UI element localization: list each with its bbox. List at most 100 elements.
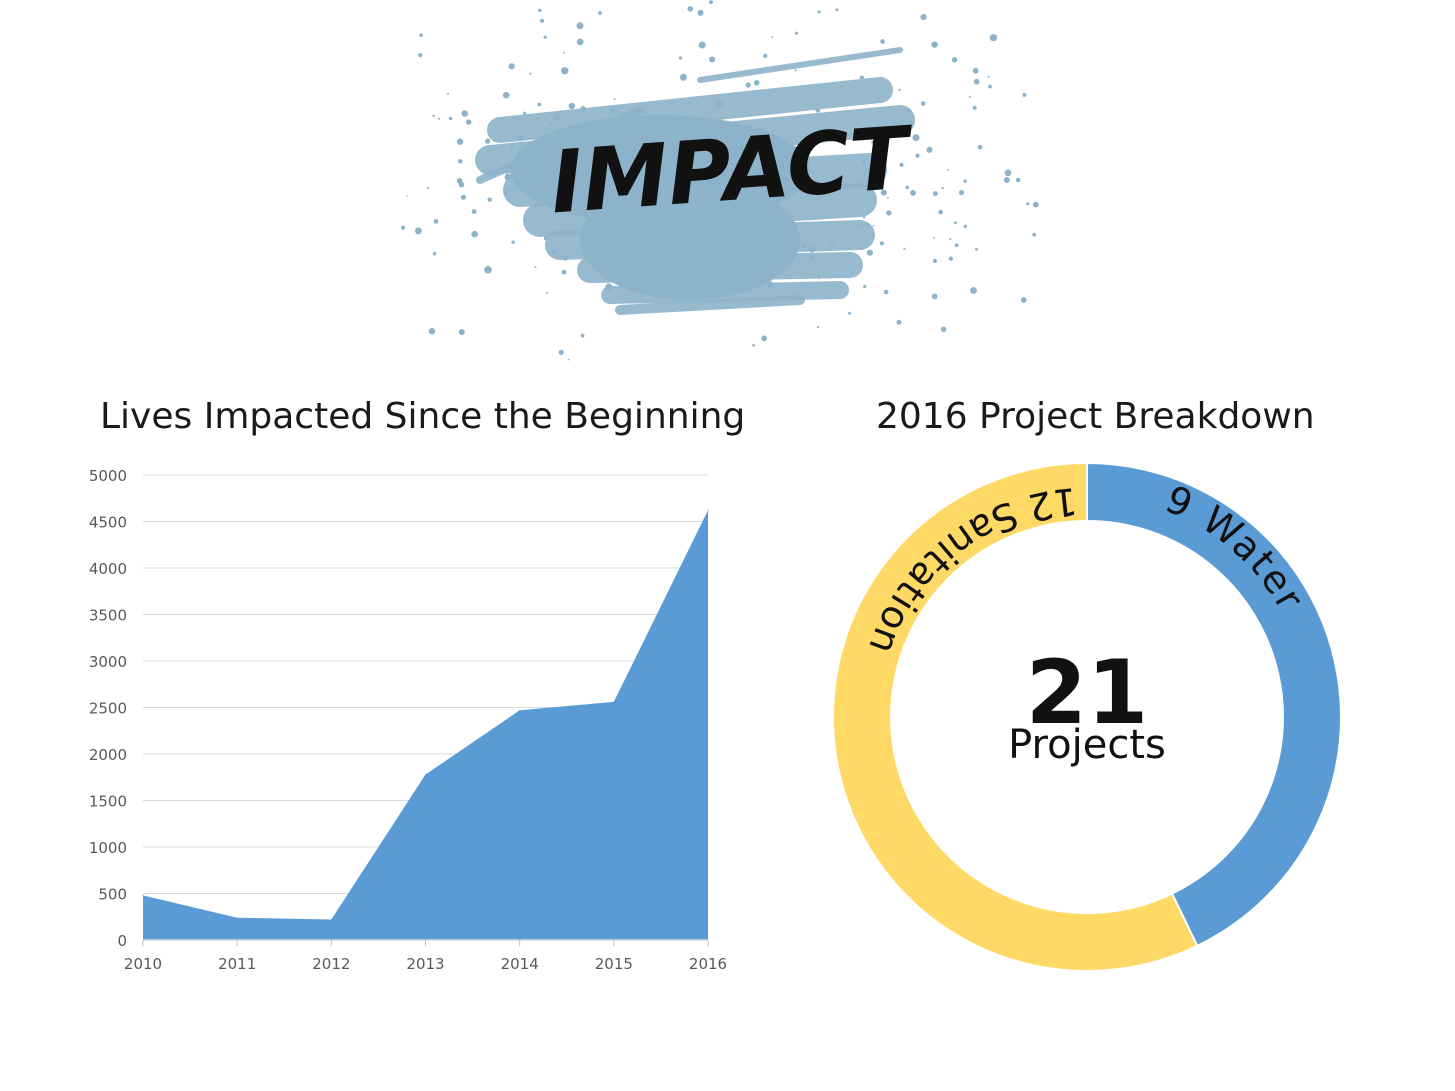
- splash-speck: [406, 195, 408, 197]
- splash-speck: [415, 227, 422, 235]
- splash-speck: [903, 247, 906, 250]
- y-tick-label: 2000: [89, 746, 127, 764]
- splash-speck: [886, 210, 892, 216]
- splash-speck: [715, 100, 723, 109]
- splash-speck: [580, 106, 586, 112]
- splash-speck: [466, 119, 472, 125]
- x-tick-label: 2010: [124, 955, 162, 973]
- splash-speck: [815, 108, 820, 113]
- splash-speck: [519, 171, 524, 176]
- splash-speck: [533, 155, 537, 159]
- y-tick-label: 4500: [89, 514, 127, 532]
- splash-speck: [697, 9, 704, 16]
- splash-speck: [871, 140, 875, 144]
- splash-speck: [546, 291, 549, 294]
- lives-impacted-area-chart: 0 500 1000 1500 2000 2500 3000 3500 4000 4500 5000…: [89, 467, 727, 973]
- splash-speck: [835, 8, 839, 12]
- splash-speck: [675, 271, 682, 278]
- splash-speck: [1026, 202, 1030, 206]
- y-tick-label: 1500: [89, 793, 127, 811]
- splash-speck: [484, 266, 492, 274]
- splash-speck: [949, 238, 952, 241]
- splash-speck: [1032, 201, 1039, 208]
- splash-speck: [576, 22, 584, 30]
- splash-speck: [432, 114, 435, 118]
- splash-speck: [926, 146, 933, 153]
- splash-speck: [932, 191, 938, 197]
- splash-speck: [931, 293, 938, 300]
- splash-speck: [951, 57, 958, 63]
- splash-speck: [848, 311, 851, 315]
- splash-speck: [910, 190, 916, 196]
- splash-speck: [503, 91, 510, 99]
- splash-speck: [938, 209, 943, 215]
- splash-speck: [883, 289, 889, 295]
- splash-speck: [972, 67, 979, 74]
- splash-speck: [622, 240, 627, 246]
- splash-speck: [948, 256, 954, 261]
- y-tick-label: 5000: [89, 467, 127, 485]
- splash-speck: [931, 41, 938, 48]
- splash-speck: [860, 131, 865, 136]
- splash-speck: [687, 6, 694, 12]
- splash-speck: [953, 221, 957, 225]
- splash-speck: [989, 34, 998, 42]
- splash-speck: [580, 333, 585, 338]
- area-point: [707, 509, 709, 511]
- splash-speck: [698, 41, 706, 49]
- splash-speck: [487, 197, 492, 202]
- splash-speck: [509, 144, 514, 149]
- splash-speck: [771, 36, 774, 39]
- splash-speck: [485, 138, 491, 144]
- paint-splash: [401, 0, 1039, 361]
- splash-speck: [752, 343, 755, 347]
- splash-speck: [794, 31, 799, 35]
- splash-speck: [987, 75, 990, 78]
- donut-center-value: 21: [1026, 641, 1148, 744]
- splash-speck: [954, 243, 959, 248]
- splash-speck: [503, 190, 509, 195]
- splash-streak: [615, 295, 805, 315]
- splash-speck: [933, 236, 936, 239]
- splash-speck: [975, 247, 978, 251]
- splash-speck: [613, 98, 616, 101]
- splash-speck: [553, 229, 556, 233]
- splash-speck: [551, 249, 556, 254]
- splash-speck: [460, 194, 466, 200]
- splash-speck: [517, 135, 524, 142]
- splash-speck: [963, 224, 967, 229]
- area-point: [519, 709, 521, 711]
- splash-speck: [592, 250, 599, 258]
- splash-speck: [543, 35, 547, 39]
- splash-speck: [428, 328, 436, 335]
- donut-slice-water: [1086, 461, 1342, 948]
- splash-speck: [920, 14, 927, 21]
- splash-speck: [947, 169, 950, 171]
- splash-speck: [426, 186, 430, 189]
- area-series: [142, 509, 709, 940]
- splash-speck: [863, 284, 867, 289]
- splash-speck: [578, 110, 582, 114]
- area-chart-title: Lives Impacted Since the Beginning: [100, 396, 746, 437]
- area-point: [330, 919, 332, 920]
- splash-speck: [709, 56, 716, 63]
- splash-speck: [561, 67, 569, 75]
- splash-speck: [627, 239, 635, 247]
- y-tick-label: 3500: [89, 607, 127, 625]
- y-tick-label: 500: [98, 886, 127, 904]
- donut-chart-title: 2016 Project Breakdown: [876, 396, 1315, 437]
- x-tick-label: 2011: [218, 955, 256, 973]
- splash-speck: [561, 269, 567, 275]
- splash-speck: [471, 230, 479, 238]
- splash-speck: [598, 11, 602, 15]
- donut-slices: [832, 461, 1342, 972]
- splash-speck: [1015, 177, 1021, 183]
- splash-speck: [537, 102, 542, 107]
- splash-speck: [899, 162, 904, 167]
- splash-speck: [963, 179, 967, 183]
- splash-speck: [697, 274, 701, 277]
- splash-speck: [880, 189, 887, 196]
- splash-speck: [461, 110, 469, 117]
- splash-speck: [958, 189, 965, 196]
